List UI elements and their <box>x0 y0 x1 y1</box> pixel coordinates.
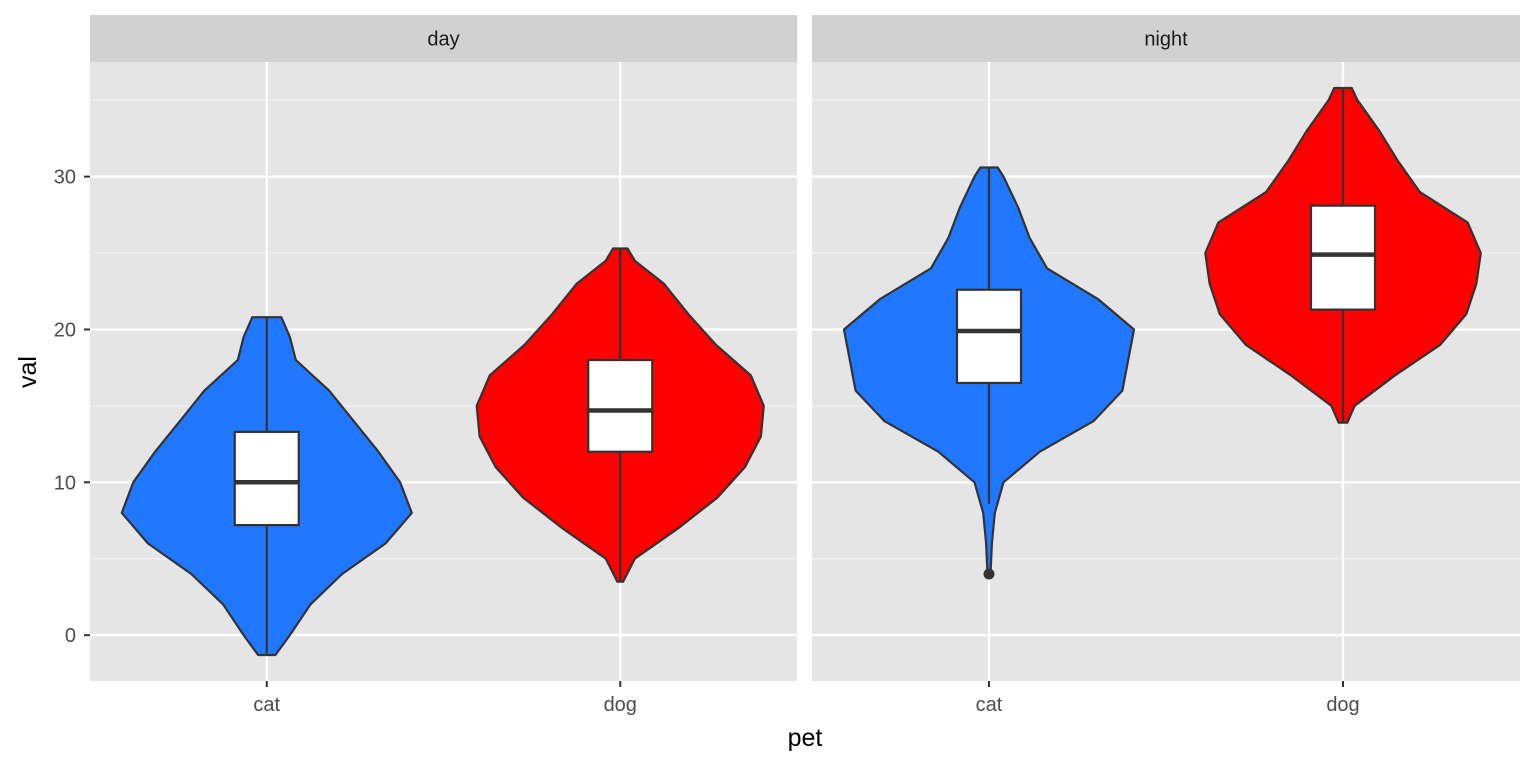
y-tick-label: 20 <box>54 319 76 341</box>
facet-strip <box>90 15 797 62</box>
facet-panels: day cat dog night cat dog <box>90 15 1520 716</box>
outlier-point <box>983 568 995 580</box>
x-tick-label: dog <box>1326 694 1359 716</box>
violin-group <box>842 166 1136 580</box>
x-tick-label: cat <box>253 694 280 716</box>
x-tick-label: dog <box>604 694 637 716</box>
box <box>955 288 1023 385</box>
violin-group <box>1204 86 1482 424</box>
y-tick-label: 10 <box>54 472 76 494</box>
y-tick-label: 30 <box>54 167 76 189</box>
x-axis-title: pet <box>788 724 823 752</box>
facet-panel: night cat dog <box>812 15 1520 716</box>
y-axis: 0 10 20 30 <box>54 167 90 647</box>
x-tick-label: cat <box>976 694 1003 716</box>
facet-panel: day cat dog <box>90 15 797 716</box>
facet-label: night <box>1144 29 1188 51</box>
box <box>1309 204 1377 311</box>
facet-label: day <box>427 29 459 51</box>
box <box>587 358 654 453</box>
facet-strip <box>812 15 1520 62</box>
box <box>233 430 300 527</box>
y-axis-title: val <box>14 356 42 388</box>
violin-group <box>475 247 765 583</box>
y-tick-label: 0 <box>65 625 76 647</box>
violin-group <box>120 316 413 657</box>
